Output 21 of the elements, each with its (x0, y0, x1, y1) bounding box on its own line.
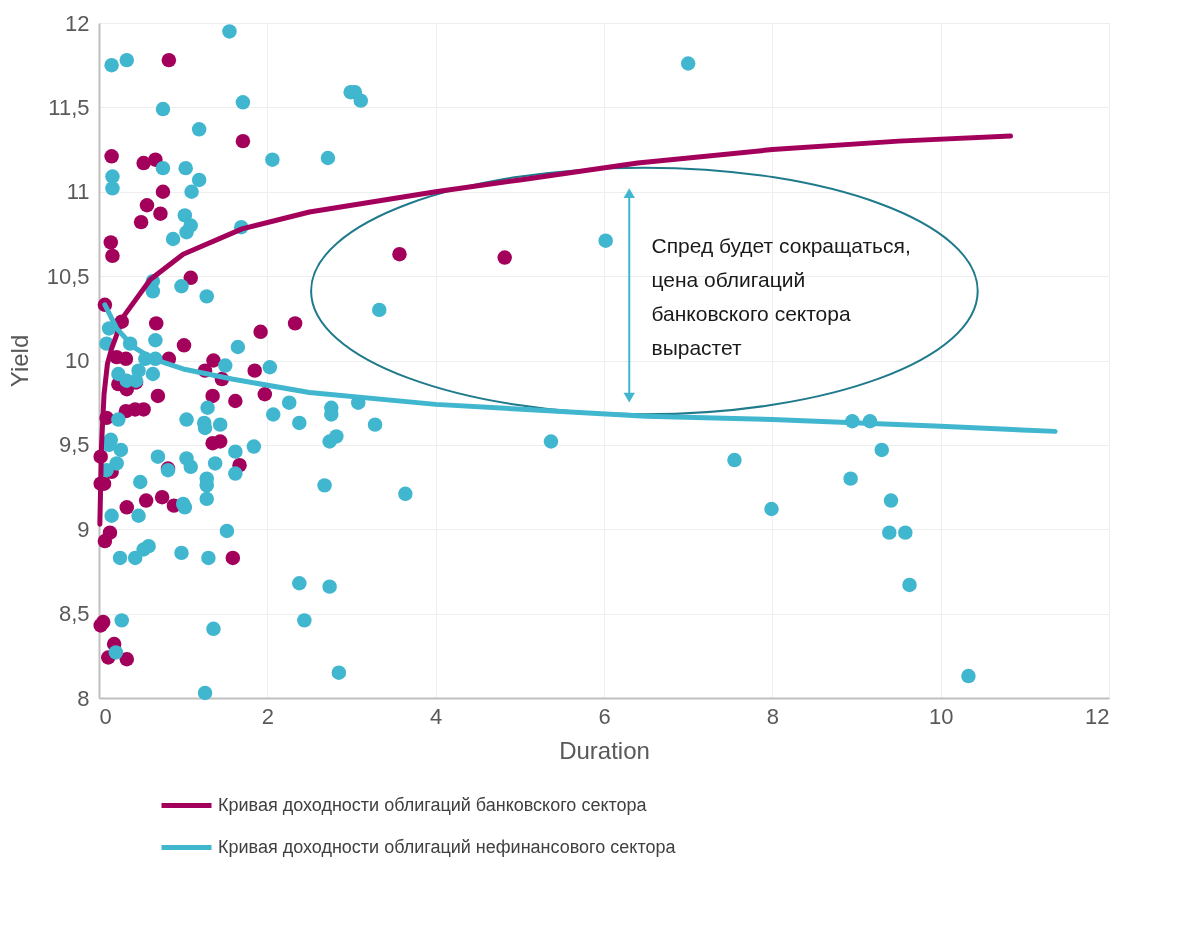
x-tick-label: 4 (430, 703, 443, 729)
y-tick-label: 9,5 (58, 432, 90, 458)
x-tick-label: 2 (261, 703, 274, 729)
y-tick-label: 10,5 (46, 263, 90, 289)
y-tick-label: 10 (65, 348, 90, 373)
legend-label: Кривая доходности облигаций нефинансового сектора (218, 836, 677, 857)
x-tick-label: 6 (598, 703, 611, 729)
y-tick-label: 8,5 (58, 601, 90, 627)
x-tick-label: 12 (1085, 703, 1110, 729)
annotation: Спред будет сокращаться, цена облигаций банковского сектора вырастет (651, 233, 911, 359)
y-tick-label: 12 (65, 10, 90, 36)
legend-label: Кривая доходности облигаций банковского сектора (218, 794, 648, 815)
x-tick-label: 0 (99, 703, 112, 729)
x-axis-title: Duration (559, 736, 650, 764)
y-tick-label: 11 (66, 179, 90, 205)
x-tick-label: 8 (766, 703, 779, 729)
y-tick-label: 9 (77, 516, 90, 542)
x-tick-label: 10 (928, 703, 954, 729)
y-tick-label: 8 (77, 685, 90, 711)
y-axis-title: Yield (5, 334, 33, 388)
y-tick-label: 11,5 (48, 94, 90, 120)
